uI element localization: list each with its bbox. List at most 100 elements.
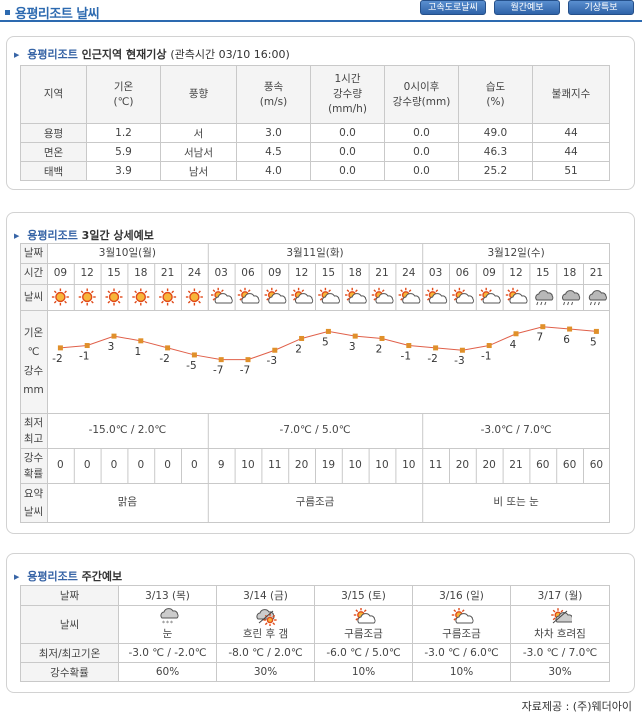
current-col-header: 풍속 (m/s) xyxy=(236,65,311,124)
weekly-prob-cell: 10% xyxy=(314,662,413,682)
temperature-point xyxy=(299,335,305,341)
svg-text:*: * xyxy=(162,620,165,626)
weather-alert-button[interactable]: 기상특보 xyxy=(568,0,634,15)
time-cell: 09 xyxy=(53,267,68,279)
precip-prob-cell: 19 xyxy=(321,459,336,471)
partly-cloudy-icon xyxy=(398,287,421,304)
precip-prob-cell: 10 xyxy=(402,459,416,471)
temperature-label: 6 xyxy=(563,334,570,346)
temperature-point xyxy=(272,347,278,353)
weekly-date-cell: 3/14 (금) xyxy=(216,585,315,606)
weekly-weather-text: 흐린 후 갬 xyxy=(242,628,289,640)
temperature-label: -1 xyxy=(401,351,411,363)
precip-prob-cell: 20 xyxy=(482,459,496,471)
temperature-point xyxy=(567,326,573,332)
region-name: 면온 xyxy=(20,142,87,162)
current-cell: 46.3 xyxy=(458,142,533,162)
time-cell: 18 xyxy=(134,267,148,279)
weekly-date-cell: 3/13 (목) xyxy=(118,585,217,606)
detail-grid-lines: -2 -1 3 1 -2 -5 -7 -7 -3 2 5 3 2 -1 -2 -3 -1 4 7 6 5 xyxy=(20,243,610,523)
precip-prob-cell: 0 xyxy=(137,459,145,471)
temperature-point xyxy=(245,357,251,363)
precip-prob-cell: 10 xyxy=(375,459,389,471)
page-title: 용평리조트 날씨 xyxy=(5,3,100,22)
page-header: 용평리조트 날씨 고속도로날씨 월간예보 기상특보 xyxy=(0,0,642,22)
weekly-prob-cell: 60% xyxy=(118,662,217,682)
region-name: 용평 xyxy=(20,123,87,143)
sun-icon xyxy=(132,288,150,306)
weekly-prob-row: 강수확률 60% 30% 10% 10% 30% xyxy=(20,662,610,682)
current-cell: 49.0 xyxy=(458,123,533,143)
time-cell: 21 xyxy=(160,267,175,279)
partly-cloudy-icon xyxy=(479,287,501,304)
current-cell: 4.0 xyxy=(236,161,311,181)
monthly-forecast-button[interactable]: 월간예보 xyxy=(494,0,560,15)
current-cell: 0.0 xyxy=(384,123,459,143)
temperature-point xyxy=(379,335,385,341)
day-summary: 맑음 xyxy=(117,496,138,508)
temperature-label: -3 xyxy=(267,355,277,367)
time-cell: 15 xyxy=(536,267,550,279)
temperature-point xyxy=(406,343,412,349)
row-label-date: 날짜 xyxy=(23,247,44,259)
temperature-label: -1 xyxy=(79,351,89,363)
weekly-date-row: 날짜 3/13 (목) 3/14 (금) 3/15 (토) 3/16 (일) 3/17 (… xyxy=(20,585,610,606)
current-weather-table: 지역 기온 (℃) 풍향 풍속 (m/s) 1시간 강수량 (mm/h) 0시이후 강수량… xyxy=(20,65,610,181)
weekly-prob-cell: 30% xyxy=(216,662,315,682)
temperature-point xyxy=(459,347,465,353)
current-col-header: 습도 (%) xyxy=(458,65,533,124)
weekly-weather-row: 날씨 * * * 눈 흐린 후 갬 구름조금 구름조금 차차 흐려짐 xyxy=(20,605,610,644)
row-label-prob: 강수 xyxy=(23,452,44,464)
precip-prob-cell: 0 xyxy=(191,459,198,471)
partly-cloudy-icon xyxy=(318,287,340,304)
weekly-row-label: 강수확률 xyxy=(20,662,119,682)
weekly-date-cell: 3/17 (월) xyxy=(510,585,610,606)
current-cell: 서 xyxy=(160,123,237,143)
time-cell: 18 xyxy=(562,267,577,279)
row-label-summary2: 날씨 xyxy=(23,506,44,518)
svg-text:*: * xyxy=(166,620,169,626)
temperature-label: -3 xyxy=(454,355,464,367)
time-cell: 03 xyxy=(428,267,443,279)
day-header: 3월11일(화) xyxy=(286,247,344,259)
temperature-point xyxy=(593,328,599,334)
detail-forecast-grid: -2 -1 3 1 -2 -5 -7 -7 -3 2 5 3 2 -1 -2 -3 -1 4 7 6 5 날짜 시간 날씨 기온… xyxy=(20,243,610,523)
temperature-label: -7 xyxy=(213,365,223,377)
current-col-header: 기온 (℃) xyxy=(86,65,161,124)
precip-prob-cell: 9 xyxy=(217,459,225,471)
current-cell: 51 xyxy=(532,161,610,181)
current-cell: 44 xyxy=(532,142,610,162)
partly-cloudy-icon xyxy=(353,608,376,624)
day-min-max: -3.0℃ / 7.0℃ xyxy=(480,424,552,436)
temperature-label: 2 xyxy=(295,343,302,355)
current-cell: 서남서 xyxy=(160,142,237,162)
current-cell: 0.0 xyxy=(310,123,385,143)
time-cell: 24 xyxy=(402,267,416,279)
sun-icon xyxy=(159,288,177,306)
current-cell: 0.0 xyxy=(384,142,459,162)
precip-prob-cell: 0 xyxy=(57,459,64,471)
temperature-label: 1 xyxy=(134,346,141,358)
weekly-weather-cell: * * * 눈 xyxy=(118,605,217,644)
current-col-header: 1시간 강수량 (mm/h) xyxy=(310,65,385,124)
temperature-point xyxy=(325,328,331,334)
precip-prob-cell: 0 xyxy=(164,459,171,471)
weekly-weather-text: 눈 xyxy=(162,628,173,640)
day-summary: 구름조금 xyxy=(295,496,335,508)
precip-prob-cell: 0 xyxy=(110,459,118,471)
row-label-max: 최고 xyxy=(23,433,44,445)
observation-time: (관측시간 03/10 16:00) xyxy=(170,48,290,61)
highway-weather-button[interactable]: 고속도로날씨 xyxy=(420,0,486,15)
weekly-minmax-cell: -3.0 ℃ / -2.0℃ xyxy=(118,643,217,663)
temperature-point xyxy=(540,324,546,330)
time-cell: 09 xyxy=(268,267,282,279)
temperature-point xyxy=(218,357,224,363)
current-row: 태백 3.9 남서 4.0 0.0 0.0 25.2 51 xyxy=(20,161,610,181)
precip-prob-cell: 60 xyxy=(589,459,604,471)
cloud-then-clear-icon xyxy=(255,609,277,626)
time-cell: 21 xyxy=(375,267,389,279)
time-cell: 12 xyxy=(509,267,523,279)
time-cell: 12 xyxy=(80,267,94,279)
temperature-label: -2 xyxy=(159,353,169,365)
current-cell: 3.0 xyxy=(236,123,311,143)
